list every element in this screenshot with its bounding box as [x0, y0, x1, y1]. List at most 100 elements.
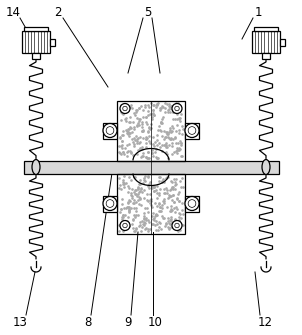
- Point: [121, 106, 126, 111]
- Point: [125, 130, 130, 135]
- Point: [155, 155, 160, 161]
- Point: [176, 147, 181, 153]
- Point: [144, 144, 149, 150]
- Point: [136, 140, 141, 146]
- Point: [143, 225, 148, 230]
- Point: [124, 108, 128, 113]
- Point: [119, 105, 124, 110]
- Point: [117, 183, 122, 188]
- Point: [151, 222, 156, 227]
- Point: [159, 227, 164, 232]
- Point: [145, 217, 150, 223]
- Point: [142, 210, 146, 215]
- Point: [153, 227, 158, 233]
- Point: [179, 185, 184, 190]
- Point: [165, 144, 169, 149]
- Point: [138, 228, 143, 233]
- Point: [147, 186, 152, 191]
- Point: [159, 214, 164, 219]
- Point: [169, 185, 174, 191]
- Point: [148, 180, 153, 185]
- Point: [130, 195, 135, 201]
- Point: [144, 198, 149, 203]
- Point: [126, 183, 130, 189]
- Point: [127, 115, 132, 120]
- Point: [136, 120, 141, 126]
- Point: [138, 117, 143, 122]
- Point: [117, 150, 122, 156]
- Point: [162, 135, 167, 140]
- Point: [168, 137, 172, 142]
- Point: [152, 184, 156, 189]
- Point: [145, 135, 150, 140]
- Point: [142, 187, 147, 193]
- Point: [153, 213, 158, 218]
- Point: [137, 222, 142, 227]
- Point: [173, 217, 178, 223]
- Point: [169, 193, 174, 199]
- Point: [161, 215, 165, 220]
- Point: [137, 197, 142, 202]
- Point: [120, 225, 125, 230]
- Point: [156, 227, 161, 233]
- Bar: [24, 27, 48, 31]
- Point: [117, 175, 121, 181]
- Point: [153, 212, 158, 217]
- Point: [157, 108, 162, 113]
- Point: [168, 135, 173, 140]
- Point: [166, 130, 171, 135]
- Point: [163, 135, 168, 140]
- Point: [140, 224, 144, 230]
- Point: [146, 209, 151, 215]
- Point: [169, 104, 174, 109]
- Point: [165, 131, 170, 137]
- Point: [151, 153, 156, 158]
- Point: [180, 123, 185, 128]
- Point: [118, 134, 123, 140]
- Point: [169, 206, 174, 212]
- Point: [161, 201, 166, 206]
- Point: [165, 215, 170, 220]
- Point: [134, 152, 139, 157]
- Point: [120, 179, 125, 185]
- Point: [135, 116, 140, 121]
- Circle shape: [172, 104, 182, 114]
- Point: [125, 150, 130, 155]
- Point: [174, 106, 178, 111]
- Point: [126, 224, 131, 229]
- Point: [155, 204, 160, 209]
- Point: [117, 222, 122, 227]
- Point: [127, 186, 132, 191]
- Point: [171, 126, 176, 131]
- Point: [118, 151, 123, 156]
- Point: [126, 120, 131, 125]
- Point: [125, 129, 130, 134]
- Point: [179, 221, 184, 227]
- Point: [128, 198, 133, 204]
- Point: [124, 115, 128, 121]
- Point: [140, 150, 145, 155]
- Point: [117, 150, 121, 155]
- Point: [142, 178, 146, 183]
- Point: [137, 182, 142, 187]
- Point: [146, 226, 151, 231]
- Point: [139, 190, 144, 195]
- Point: [151, 217, 156, 223]
- Point: [139, 129, 144, 134]
- Point: [160, 176, 165, 182]
- Point: [162, 224, 167, 229]
- Point: [157, 202, 162, 207]
- Point: [179, 141, 184, 146]
- Point: [137, 223, 141, 228]
- Point: [169, 217, 174, 222]
- Circle shape: [188, 200, 196, 207]
- Point: [180, 127, 185, 132]
- Point: [174, 141, 179, 146]
- Point: [134, 140, 139, 146]
- Point: [169, 220, 174, 226]
- Point: [119, 139, 124, 144]
- Point: [125, 199, 130, 205]
- Text: 2: 2: [54, 6, 62, 19]
- Point: [151, 211, 156, 216]
- Point: [171, 110, 175, 115]
